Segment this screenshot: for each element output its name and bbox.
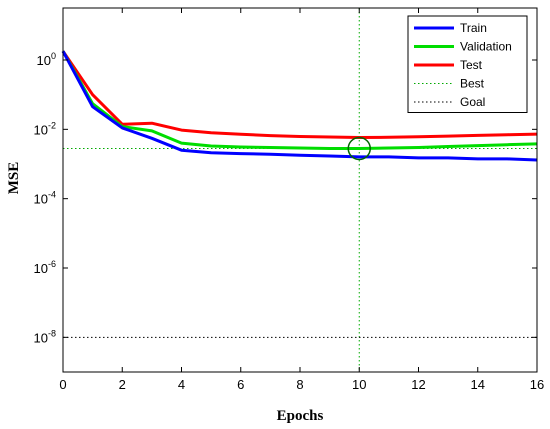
best-marker-layer: [347, 136, 371, 161]
legend-label-test: Test: [460, 58, 483, 72]
x-tick-label: 12: [411, 377, 425, 392]
y-axis-ticks: 100 10-2 10-4 10-6 10-8: [34, 51, 537, 345]
legend-label-goal: Goal: [460, 95, 485, 109]
legend-label-validation: Validation: [460, 40, 512, 54]
y-axis-label: MSE: [6, 162, 22, 195]
y-tick-label: 10-2: [34, 120, 56, 137]
legend: Train Validation Test Best Goal: [407, 15, 528, 113]
series-line-train: [61, 50, 538, 162]
x-tick-label: 6: [237, 377, 244, 392]
series-line-test: [61, 50, 538, 139]
legend-label-train: Train: [460, 21, 487, 35]
y-tick-label: 10-6: [34, 259, 56, 276]
y-tick-label: 10-8: [34, 328, 56, 345]
x-tick-label: 14: [471, 377, 485, 392]
x-tick-label: 10: [352, 377, 366, 392]
x-tick-label: 0: [59, 377, 66, 392]
x-axis-label: Epochs: [277, 408, 324, 424]
x-tick-label: 16: [530, 377, 544, 392]
x-axis-ticks: 0 2 4 6 8 10 12 14 16: [59, 8, 544, 392]
series-lines: [61, 50, 538, 162]
legend-label-best: Best: [460, 77, 485, 91]
x-tick-label: 4: [178, 377, 185, 392]
series-line-validation: [61, 50, 538, 150]
y-tick-label: 10-4: [34, 190, 56, 207]
y-tick-label: 100: [37, 51, 56, 68]
x-tick-label: 2: [119, 377, 126, 392]
x-tick-label: 8: [296, 377, 303, 392]
best-marker: [347, 136, 371, 161]
